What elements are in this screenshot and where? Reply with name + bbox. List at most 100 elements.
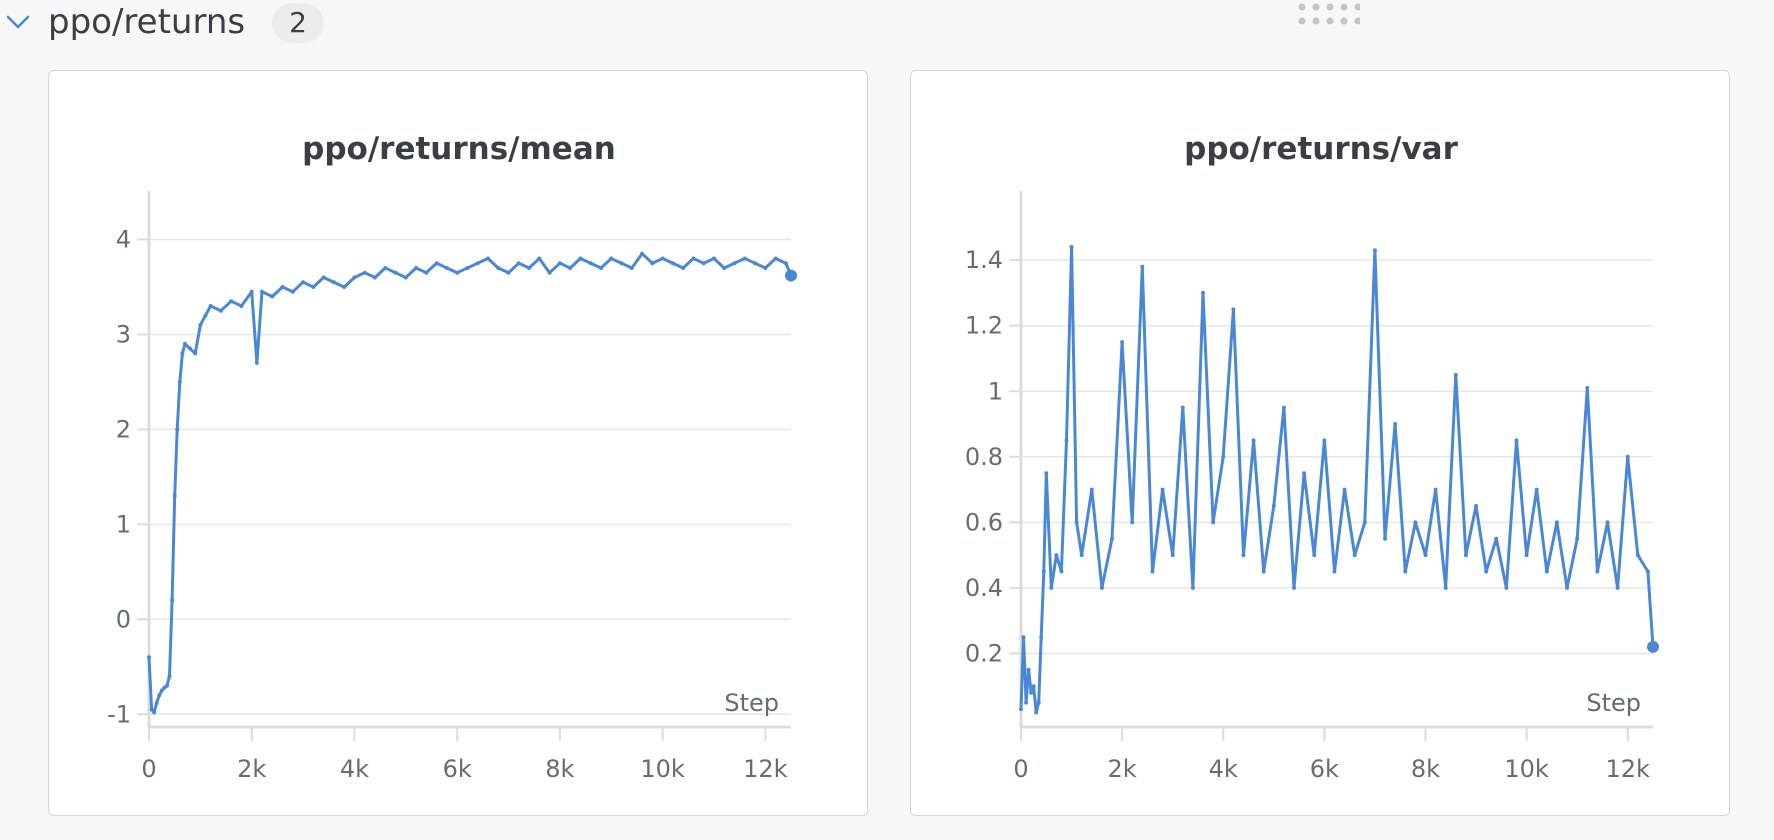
- data-point: [701, 261, 706, 266]
- data-point: [1059, 569, 1064, 574]
- series-end-marker: [785, 269, 797, 282]
- data-point: [763, 265, 768, 270]
- data-point: [1312, 553, 1317, 558]
- data-point: [783, 261, 788, 266]
- x-tick-label: 2k: [1108, 755, 1137, 783]
- data-point: [1044, 471, 1049, 476]
- data-point: [164, 683, 169, 688]
- data-point: [1021, 635, 1026, 640]
- y-tick-label: 1.2: [965, 312, 1003, 340]
- data-point: [434, 261, 439, 266]
- data-point: [152, 710, 157, 715]
- data-point: [1605, 520, 1610, 525]
- series-end-marker: [1647, 640, 1659, 653]
- data-point: [1281, 405, 1286, 410]
- data-point: [1524, 553, 1529, 558]
- chart-panel-returns-var[interactable]: ppo/returns/var 0.2 0.4 0.6 0.8 1 1.2 1.4 0 2k 4k 6…: [910, 70, 1730, 816]
- data-point: [1221, 454, 1226, 459]
- data-point: [1130, 520, 1135, 525]
- data-point: [444, 265, 449, 270]
- data-point: [1504, 585, 1509, 590]
- data-point: [1150, 569, 1155, 574]
- data-point: [598, 265, 603, 270]
- data-point: [1322, 438, 1327, 443]
- data-point: [182, 341, 187, 346]
- y-tick-label: 0.8: [965, 443, 1003, 471]
- data-point: [629, 265, 634, 270]
- data-point: [527, 265, 532, 270]
- data-point: [1029, 690, 1034, 695]
- data-point: [1635, 553, 1640, 558]
- data-point: [1069, 245, 1074, 250]
- data-point: [1201, 290, 1206, 295]
- data-point: [1645, 569, 1650, 574]
- data-point: [1271, 503, 1276, 508]
- y-tick-label: 1: [988, 377, 1003, 405]
- data-point: [203, 313, 208, 318]
- data-point: [1079, 553, 1084, 558]
- chart-returns-mean: ppo/returns/mean -1 0 1 2 3 4 0 2k 4k 6k 8k 10k 12k St…: [107, 131, 797, 783]
- data-point: [1393, 422, 1398, 427]
- data-point: [1261, 569, 1266, 574]
- data-point: [229, 299, 234, 304]
- data-point: [1026, 667, 1031, 672]
- chevron-down-icon[interactable]: [4, 8, 32, 36]
- data-point: [1484, 569, 1489, 574]
- x-tick-label: 0: [141, 755, 156, 783]
- data-point: [465, 265, 470, 270]
- data-point: [1041, 569, 1046, 574]
- data-point: [588, 261, 593, 266]
- x-axis-label: Step: [724, 689, 779, 717]
- data-point: [301, 280, 306, 285]
- data-point: [1180, 405, 1185, 410]
- data-point: [1039, 635, 1044, 640]
- data-point: [414, 265, 419, 270]
- data-point: [516, 261, 521, 266]
- data-point: [506, 270, 511, 275]
- data-point: [1160, 487, 1165, 492]
- data-point: [1241, 553, 1246, 558]
- drag-handle-icon[interactable]: [1296, 2, 1360, 26]
- x-tick-label: 4k: [1209, 755, 1238, 783]
- data-point: [1585, 385, 1590, 390]
- data-point: [154, 700, 159, 705]
- data-point: [1494, 536, 1499, 541]
- data-point: [167, 674, 172, 679]
- data-point: [732, 261, 737, 266]
- data-point: [475, 261, 480, 266]
- x-tick-label: 6k: [1310, 755, 1339, 783]
- x-tick-label: 2k: [237, 755, 266, 783]
- data-point: [239, 303, 244, 308]
- data-point: [547, 270, 552, 275]
- data-point: [1302, 471, 1307, 476]
- data-point: [1292, 585, 1297, 590]
- data-point: [290, 289, 295, 294]
- data-point: [1024, 700, 1029, 705]
- data-point: [218, 308, 223, 313]
- data-point: [1575, 536, 1580, 541]
- data-point: [1595, 569, 1600, 574]
- section-title[interactable]: ppo/returns: [48, 2, 246, 42]
- data-point: [1110, 536, 1115, 541]
- data-point: [722, 265, 727, 270]
- x-tick-label: 0: [1013, 755, 1028, 783]
- y-tick-label: 0.4: [965, 574, 1003, 602]
- data-point: [1625, 454, 1630, 459]
- data-point: [557, 261, 562, 266]
- y-tick-label: 0: [116, 605, 131, 633]
- data-point: [1140, 264, 1145, 269]
- y-tick-label: -1: [107, 700, 131, 728]
- data-point: [568, 265, 573, 270]
- data-point: [1120, 340, 1125, 345]
- data-point: [711, 256, 716, 261]
- data-point: [259, 289, 264, 294]
- chart-panel-returns-mean[interactable]: ppo/returns/mean -1 0 1 2 3 4 0 2k 4k 6k 8k 10k 12k St…: [48, 70, 868, 816]
- x-tick-label: 12k: [1606, 755, 1651, 783]
- y-tick-label: 0.6: [965, 508, 1003, 536]
- data-point: [609, 256, 614, 261]
- data-point: [1049, 585, 1054, 590]
- data-point: [193, 351, 198, 356]
- data-point: [1019, 707, 1023, 712]
- data-point: [1544, 569, 1549, 574]
- data-point: [1453, 372, 1458, 377]
